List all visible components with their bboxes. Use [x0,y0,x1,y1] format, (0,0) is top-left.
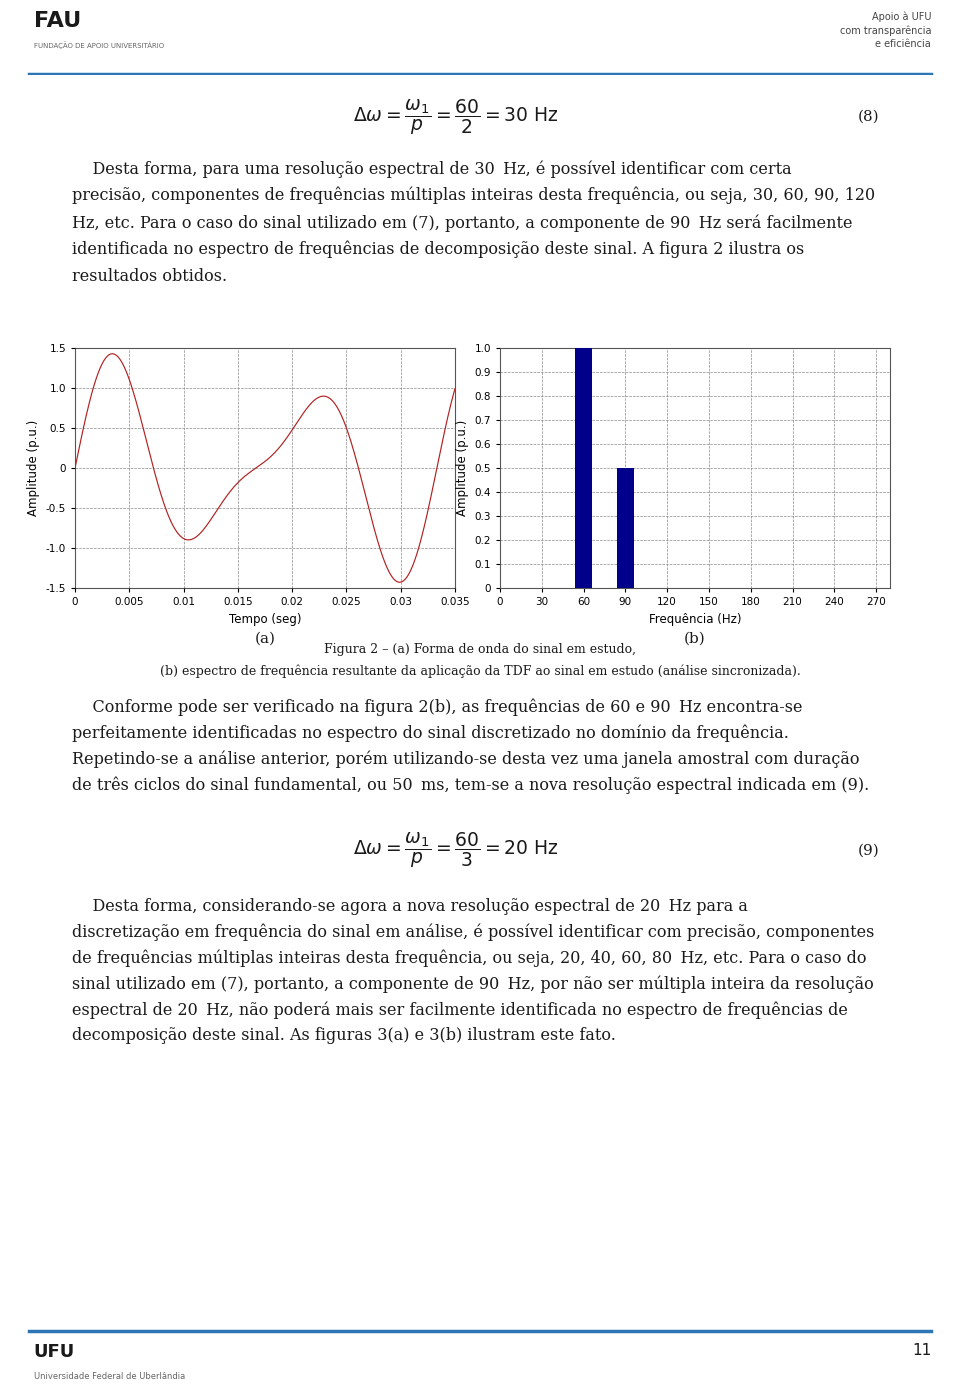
Text: $\Delta\omega = \dfrac{\omega_1}{p} = \dfrac{60}{3} = 20\ \mathrm{Hz}$: $\Delta\omega = \dfrac{\omega_1}{p} = \d… [352,830,559,870]
Text: (9): (9) [858,843,879,857]
Text: UFU: UFU [34,1343,75,1362]
Text: discretização em frequência do sinal em análise, é possível identificar com prec: discretização em frequência do sinal em … [72,924,875,941]
Text: espectral de 20  Hz, não poderá mais ser facilmente identificada no espectro de : espectral de 20 Hz, não poderá mais ser … [72,1001,848,1019]
Text: (b): (b) [684,632,706,646]
Text: (a): (a) [254,632,276,646]
Text: Desta forma, considerando-se agora a nova resolução espectral de 20  Hz para a: Desta forma, considerando-se agora a nov… [72,898,748,916]
Text: FUNDAÇÃO DE APOIO UNIVERSITÁRIO: FUNDAÇÃO DE APOIO UNIVERSITÁRIO [34,42,164,49]
Text: Desta forma, para uma resolução espectral de 30  Hz, é possível identificar com : Desta forma, para uma resolução espectra… [72,159,792,178]
Text: identificada no espectro de frequências de decomposição deste sinal. A figura 2 : identificada no espectro de frequências … [72,240,804,259]
Y-axis label: Amplitude (p.u.): Amplitude (p.u.) [27,419,40,516]
Text: Hz, etc. Para o caso do sinal utilizado em (7), portanto, a componente de 90  Hz: Hz, etc. Para o caso do sinal utilizado … [72,214,852,232]
Text: (8): (8) [858,110,879,124]
Bar [617,468,634,589]
Y-axis label: Amplitude (p.u.): Amplitude (p.u.) [456,419,468,516]
X-axis label: Frequência (Hz): Frequência (Hz) [649,612,741,625]
Text: de frequências múltiplas inteiras desta frequência, ou seja, 20, 40, 60, 80  Hz,: de frequências múltiplas inteiras desta … [72,949,867,967]
Text: Figura 2 – (a) Forma de onda do sinal em estudo,: Figura 2 – (a) Forma de onda do sinal em… [324,643,636,656]
Text: decomposição deste sinal. As figuras 3(a) e 3(b) ilustram este fato.: decomposição deste sinal. As figuras 3(a… [72,1028,616,1044]
X-axis label: Tempo (seg): Tempo (seg) [228,612,301,625]
Text: sinal utilizado em (7), portanto, a componente de 90  Hz, por não ser múltipla i: sinal utilizado em (7), portanto, a comp… [72,976,874,993]
Text: 11: 11 [912,1343,931,1359]
Text: $\Delta\omega = \dfrac{\omega_1}{p} = \dfrac{60}{2} = 30\ \mathrm{Hz}$: $\Delta\omega = \dfrac{\omega_1}{p} = \d… [352,98,559,137]
Text: Conforme pode ser verificado na figura 2(b), as frequências de 60 e 90  Hz encon: Conforme pode ser verificado na figura 2… [72,698,803,716]
Text: precisão, componentes de frequências múltiplas inteiras desta frequência, ou sej: precisão, componentes de frequências múl… [72,187,876,204]
Text: Universidade Federal de Uberlândia: Universidade Federal de Uberlândia [34,1373,185,1381]
Text: Apoio à UFU
com transparência
e eficiência: Apoio à UFU com transparência e eficiênc… [840,11,931,49]
Bar [575,348,592,589]
Text: Repetindo-se a análise anterior, porém utilizando-se desta vez uma janela amostr: Repetindo-se a análise anterior, porém u… [72,751,859,768]
Text: perfeitamente identificadas no espectro do sinal discretizado no domínio da freq: perfeitamente identificadas no espectro … [72,724,789,742]
Text: resultados obtidos.: resultados obtidos. [72,268,228,285]
Text: FAU: FAU [34,11,81,31]
Text: (b) espectro de frequência resultante da aplicação da TDF ao sinal em estudo (an: (b) espectro de frequência resultante da… [159,665,801,678]
Text: de três ciclos do sinal fundamental, ou 50  ms, tem-se a nova resolução espectra: de três ciclos do sinal fundamental, ou … [72,777,869,794]
